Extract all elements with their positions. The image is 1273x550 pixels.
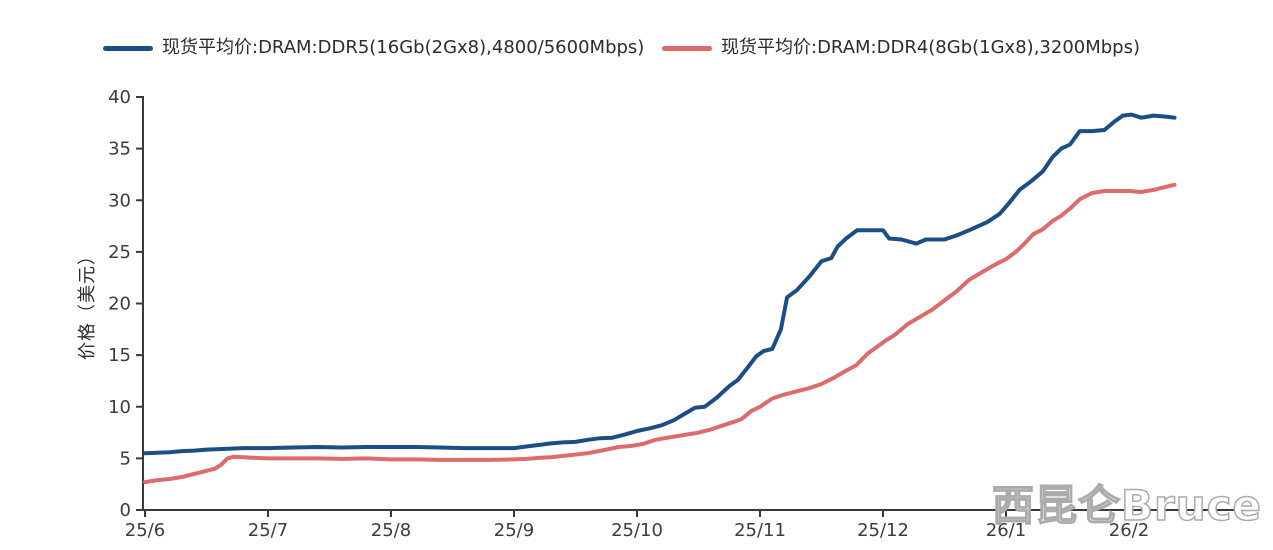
- legend-label-ddr5: 现货平均价:DRAM:DDR5(16Gb(2Gx8),4800/5600Mbps…: [162, 37, 645, 58]
- y-tick-label: 15: [108, 345, 131, 366]
- x-tick-label: 25/11: [734, 520, 786, 541]
- y-tick-label: 40: [108, 87, 131, 108]
- watermark-text: 西昆仑Bruce: [991, 480, 1263, 531]
- x-tick-label: 25/12: [857, 520, 909, 541]
- y-tick-label: 20: [108, 294, 131, 315]
- x-tick-label: 25/7: [248, 520, 288, 541]
- x-tick-label: 26/1: [986, 520, 1026, 541]
- legend-item-ddr4: 现货平均价:DRAM:DDR4(8Gb(1Gx8),3200Mbps): [662, 37, 1141, 58]
- y-tick-label: 5: [120, 448, 131, 469]
- y-tick-label: 30: [108, 190, 131, 211]
- legend-swatch-ddr4: [662, 45, 712, 51]
- y-axis-title: 价格（美元）: [77, 246, 98, 360]
- y-tick-label: 0: [120, 500, 131, 521]
- x-tick-label: 25/9: [494, 520, 534, 541]
- series-line-ddr5: [143, 112, 1177, 456]
- x-tick-label: 25/6: [125, 520, 165, 541]
- legend: 现货平均价:DRAM:DDR5(16Gb(2Gx8),4800/5600Mbps…: [0, 0, 1273, 70]
- y-tick-label: 25: [108, 242, 131, 263]
- legend-label-ddr4: 现货平均价:DRAM:DDR4(8Gb(1Gx8),3200Mbps): [721, 37, 1141, 58]
- y-tick-label: 10: [108, 397, 131, 418]
- x-tick-label: 26/2: [1109, 520, 1149, 541]
- legend-swatch-ddr5: [103, 45, 153, 51]
- x-tick-label: 25/10: [611, 520, 663, 541]
- x-tick-label: 25/8: [371, 520, 411, 541]
- y-tick-label: 35: [108, 139, 131, 160]
- legend-item-ddr5: 现货平均价:DRAM:DDR5(16Gb(2Gx8),4800/5600Mbps…: [103, 37, 645, 58]
- series-line-ddr4: [143, 182, 1177, 485]
